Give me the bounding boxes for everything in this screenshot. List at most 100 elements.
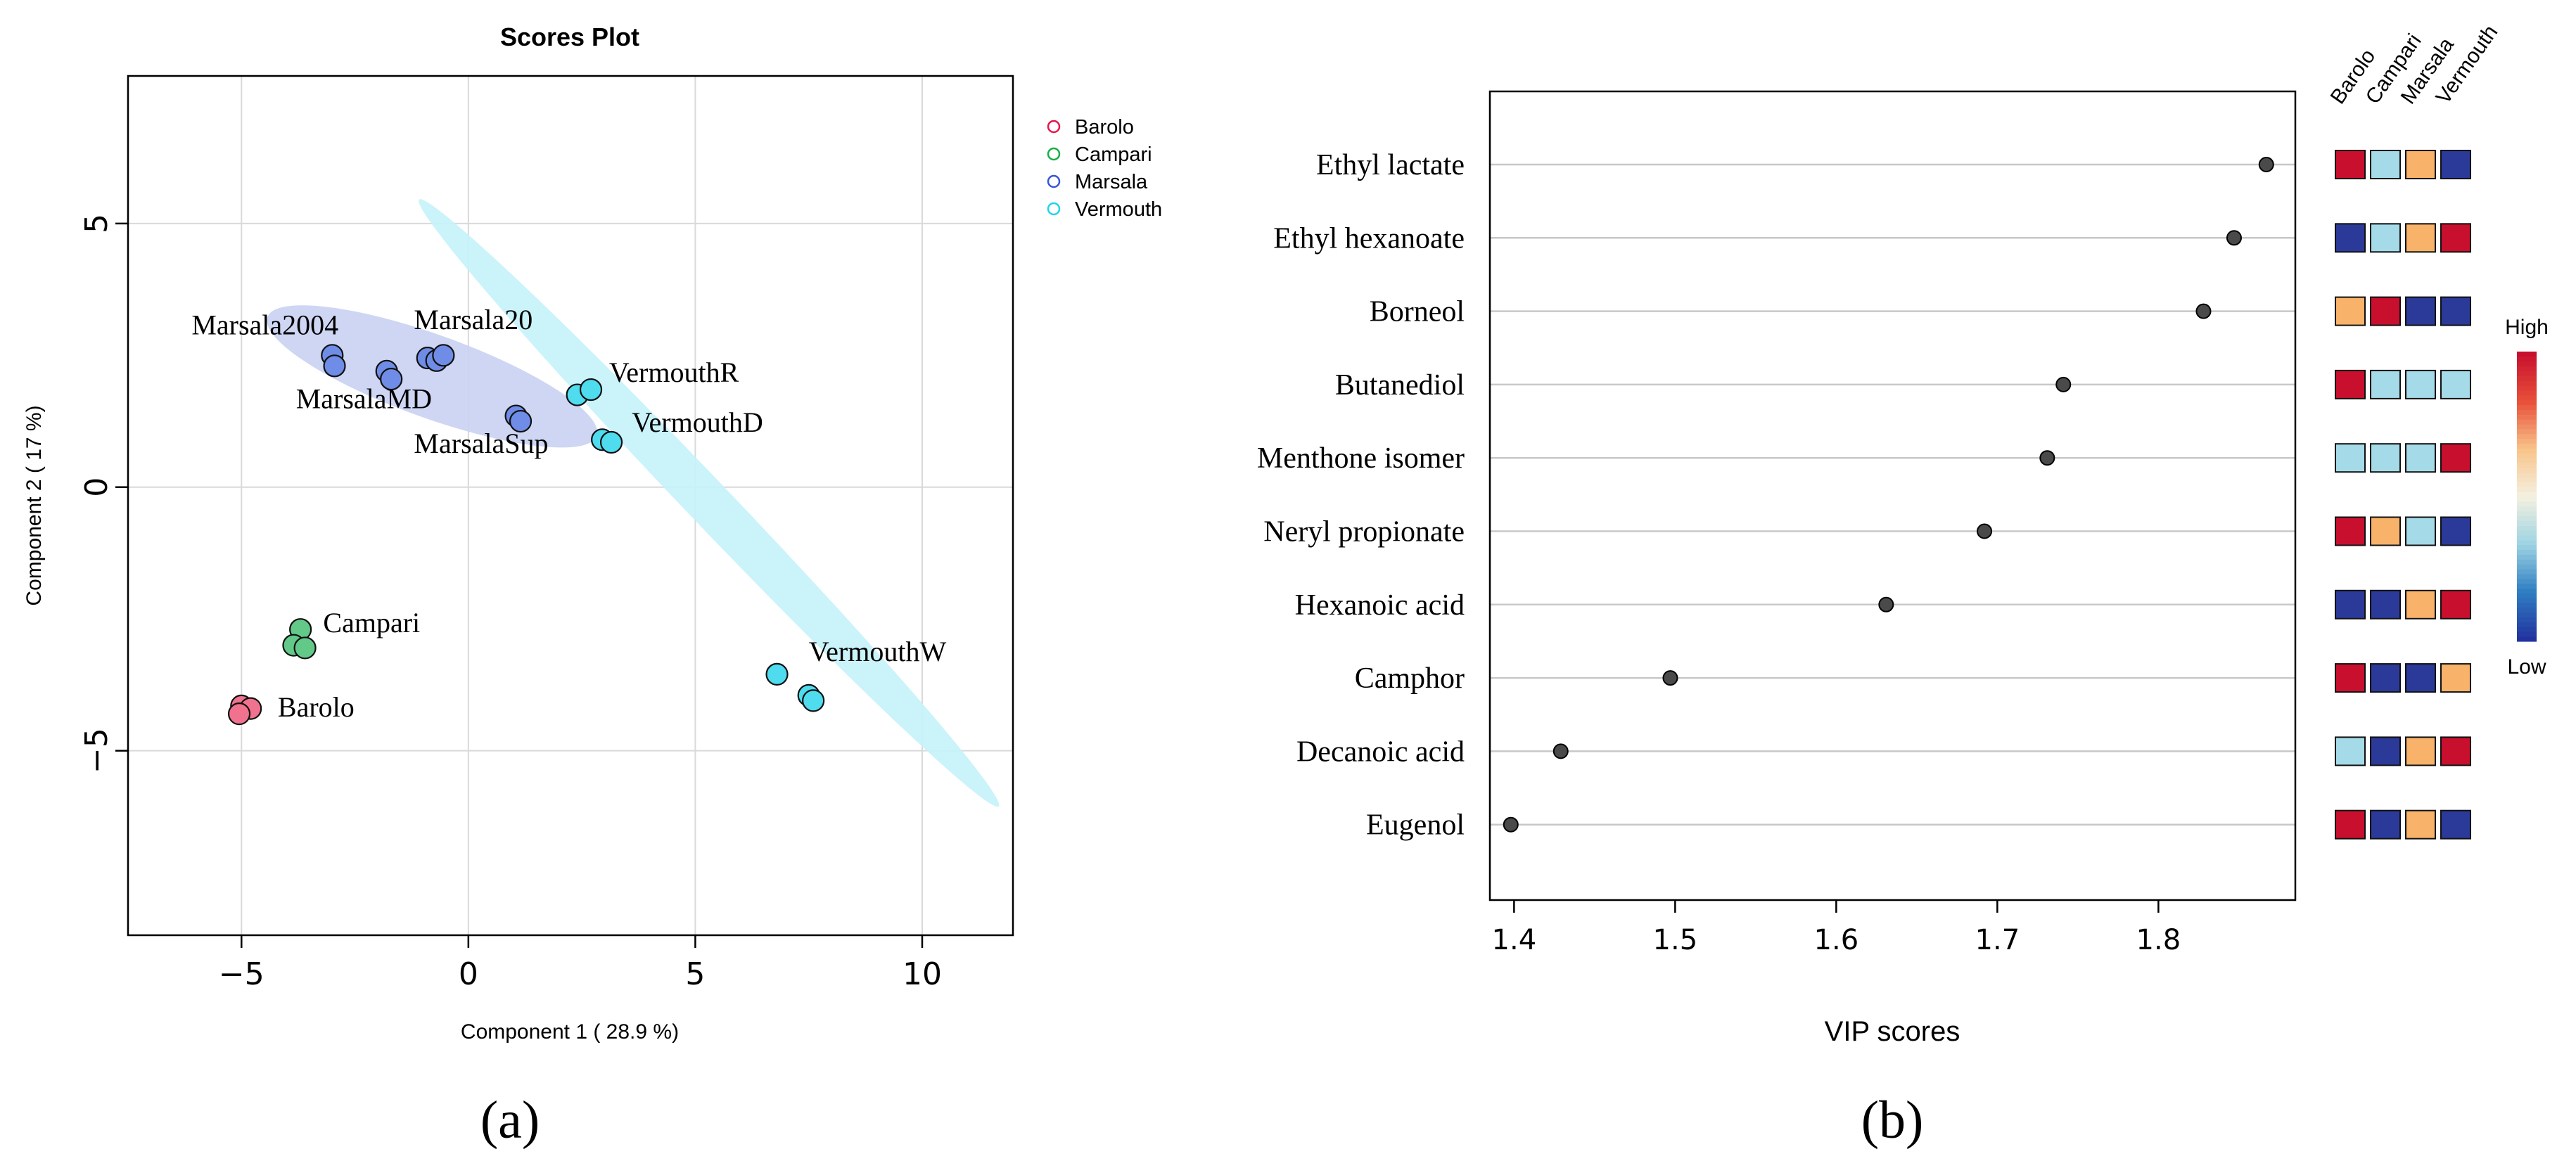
colorbar-segment <box>2517 578 2537 584</box>
legend-label: Barolo <box>1075 116 1134 139</box>
heatmap-cell <box>2405 589 2436 619</box>
colorbar-segment <box>2517 598 2537 603</box>
colorbar-segment <box>2517 467 2537 473</box>
heatmap-cell <box>2335 443 2366 473</box>
heatmap-cell <box>2405 443 2436 473</box>
sample-labels: Marsala2004 Marsala20 MarsalaMD VermouthR Ve… <box>191 304 946 723</box>
y-tick-label: −5 <box>79 728 115 773</box>
barolo-point <box>227 702 251 726</box>
colorbar-high-label: High <box>2505 316 2549 339</box>
colorbar-segment <box>2517 487 2537 492</box>
colorbar-segment <box>2517 380 2537 386</box>
colorbar-segment <box>2517 472 2537 478</box>
barolo-legend-marker <box>1047 120 1061 134</box>
colorbar-segment <box>2517 593 2537 598</box>
heatmap-cell <box>2370 736 2401 766</box>
sample-label: MarsalaSup <box>414 428 548 459</box>
vip-x-tick-label: 1.6 <box>1814 924 1859 956</box>
heatmap-cell <box>2370 369 2401 399</box>
heatmap-cell <box>2335 369 2366 399</box>
vip-dot <box>1977 523 1993 539</box>
x-tick-label: −5 <box>219 956 264 992</box>
heatmap-cell <box>2335 809 2366 840</box>
heatmap-cell <box>2440 736 2471 766</box>
vip-x-tick-label: 1.4 <box>1492 924 1537 956</box>
colorbar-segment <box>2517 458 2537 463</box>
vip-dot <box>1552 743 1569 759</box>
vip-dot <box>1503 816 1519 833</box>
colorbar-segment <box>2517 409 2537 415</box>
colorbar-segment <box>2517 534 2537 541</box>
colorbar-segment <box>2517 419 2537 425</box>
sample-label: Marsala2004 <box>191 309 338 340</box>
heatmap-cell <box>2370 516 2401 546</box>
marsala-point <box>509 409 533 433</box>
legend-label: Marsala <box>1075 171 1148 193</box>
vermouth-legend-marker <box>1047 202 1061 216</box>
heatmap-cell <box>2335 589 2366 619</box>
colorbar-low-label: Low <box>2507 655 2546 679</box>
vip-dot <box>2039 450 2055 466</box>
sample-label: MarsalaMD <box>296 383 432 414</box>
sample-label: Barolo <box>278 691 355 723</box>
colorbar-segment <box>2517 564 2537 570</box>
vip-x-axis-ticks: 1.4 1.5 1.6 1.7 1.8 <box>1492 900 2181 956</box>
heatmap-cell <box>2370 296 2401 326</box>
heatmap-cell <box>2405 516 2436 546</box>
colorbar-segment <box>2517 539 2537 546</box>
vip-dot <box>1662 670 1678 686</box>
vip-x-tick-label: 1.5 <box>1653 924 1698 956</box>
heatmap-cell <box>2405 663 2436 693</box>
colorbar-segment <box>2517 462 2537 468</box>
legend: Barolo Campari Marsala Vermouth <box>1047 116 1162 221</box>
heatmap-cell <box>2370 809 2401 840</box>
sample-label: Campari <box>323 607 420 638</box>
heatmap-cell <box>2440 369 2471 399</box>
vermouth-ellipse <box>419 199 1000 807</box>
colorbar-segment <box>2517 371 2537 376</box>
vip-x-tick-label: 1.8 <box>2136 924 2181 956</box>
colorbar-segment <box>2517 583 2537 589</box>
vip-x-axis-label: VIP scores <box>1825 1016 1960 1047</box>
colorbar-segment <box>2517 530 2537 536</box>
heatmap-cell <box>2440 589 2471 619</box>
colorbar-segment <box>2517 520 2537 526</box>
y-axis-ticks: −5 0 5 <box>79 214 128 773</box>
colorbar-segment <box>2517 399 2537 406</box>
heatmap-cell <box>2335 736 2366 766</box>
marsala-point <box>432 344 455 367</box>
colorbar-segment <box>2517 607 2537 613</box>
colorbar-segment <box>2517 443 2537 449</box>
colorbar <box>2517 352 2537 642</box>
feature-labels: Ethyl lactate Ethyl hexanoate Borneol Butan… <box>1257 149 1465 842</box>
scores-plot-frame <box>127 75 1014 937</box>
colorbar-segment <box>2517 414 2537 420</box>
colorbar-segment <box>2517 438 2537 444</box>
feature-label: Ethyl lactate <box>1316 149 1465 181</box>
colorbar-segment <box>2517 453 2537 458</box>
heatmap-cell <box>2440 809 2471 840</box>
colorbar-segment <box>2517 433 2537 439</box>
colorbar-segment <box>2517 356 2537 362</box>
heatmap-cell <box>2335 150 2366 179</box>
x-tick-label: 10 <box>903 956 942 992</box>
heatmap-cell <box>2405 736 2436 766</box>
colorbar-segment <box>2517 477 2537 482</box>
heatmap-cell <box>2370 150 2401 179</box>
heatmap-cells <box>2335 150 2471 840</box>
marsala-point <box>323 354 346 378</box>
colorbar-segment <box>2517 385 2537 391</box>
marsala-legend-marker <box>1047 174 1061 188</box>
colorbar-segment <box>2517 390 2537 396</box>
heatmap-cell <box>2370 223 2401 253</box>
colorbar-segment <box>2517 511 2537 517</box>
feature-label: Borneol <box>1370 296 1465 328</box>
heatmap-cell <box>2440 150 2471 179</box>
sample-label: VermouthW <box>809 636 947 667</box>
feature-label: Decanoic acid <box>1296 736 1465 768</box>
colorbar-segment <box>2517 424 2537 430</box>
heatmap-cell <box>2440 223 2471 253</box>
colorbar-segment <box>2517 448 2537 454</box>
feature-label: Butanediol <box>1335 369 1465 402</box>
vip-dot <box>2226 230 2242 246</box>
